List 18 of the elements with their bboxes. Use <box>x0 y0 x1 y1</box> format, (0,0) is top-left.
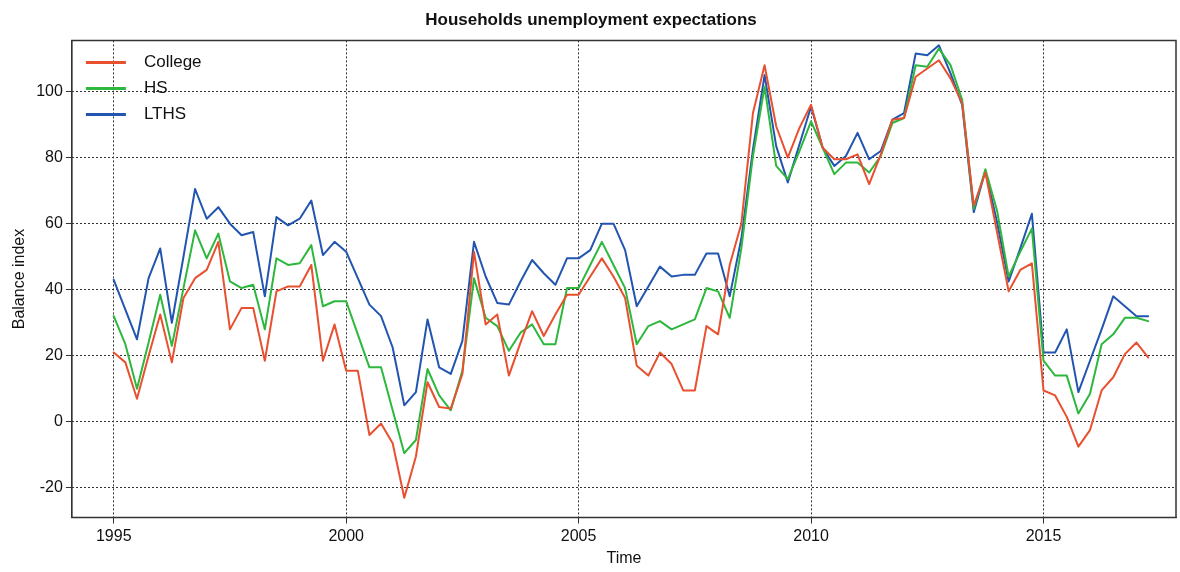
y-tick-label: 40 <box>45 280 63 298</box>
legend-label: College <box>143 52 202 72</box>
x-tick-label: 2005 <box>560 526 597 544</box>
x-tick-label: 1995 <box>95 526 132 544</box>
x-tick-label: 2015 <box>1025 526 1062 544</box>
legend-label: LTHS <box>143 104 187 124</box>
y-axis-title: Balance index <box>10 228 28 330</box>
y-tick-label: 0 <box>53 412 63 430</box>
y-tick-label: -20 <box>39 478 63 496</box>
x-tick-label: 2000 <box>328 526 365 544</box>
y-tick-label: 20 <box>45 346 63 364</box>
y-tick-label: 100 <box>36 81 63 99</box>
x-axis-title: Time <box>606 548 642 566</box>
y-tick-label: 60 <box>45 214 63 232</box>
x-tick-label: 2010 <box>793 526 829 544</box>
legend-label: HS <box>143 78 168 98</box>
chart-title: Households unemployment expectations <box>425 9 757 29</box>
y-tick-label: 80 <box>45 148 63 166</box>
